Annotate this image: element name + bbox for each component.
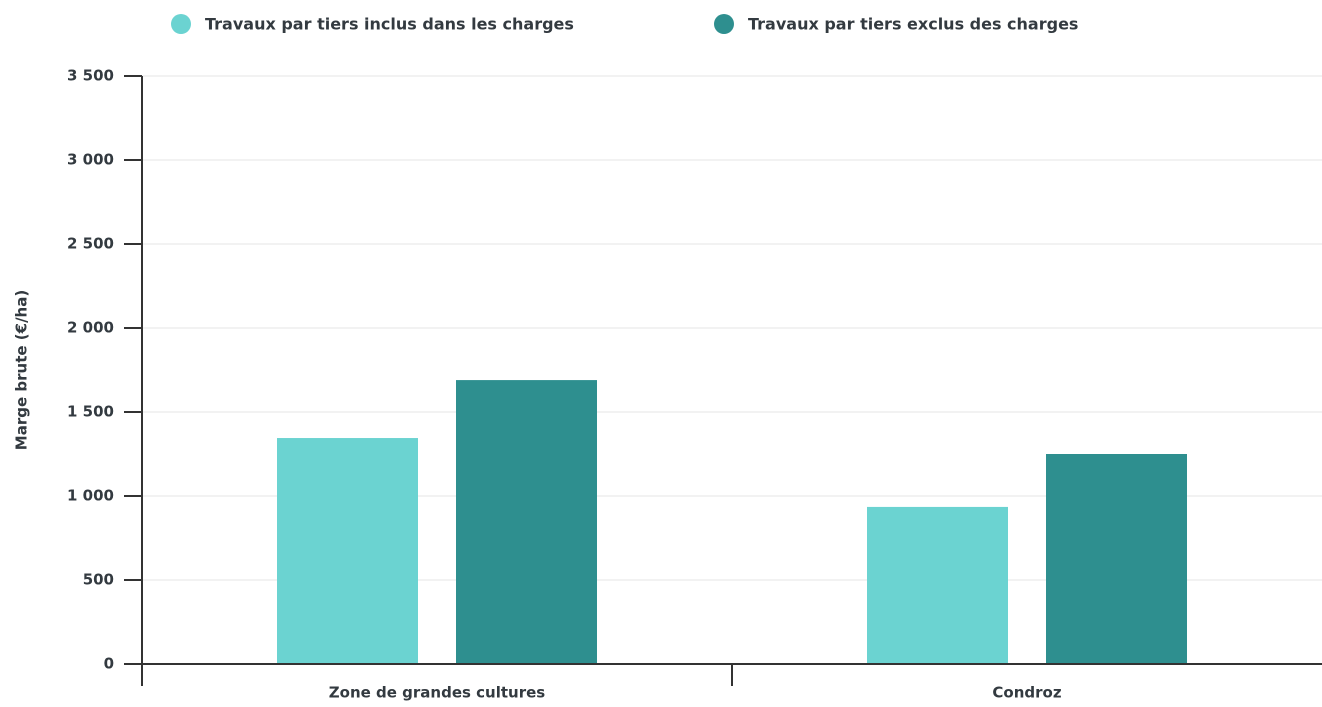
y-tick-label: 0: [104, 655, 114, 673]
y-tick-label: 2 000: [67, 319, 114, 337]
y-tick-label: 1 500: [67, 403, 114, 421]
legend-label: Travaux par tiers exclus des charges: [748, 15, 1078, 34]
y-tick-label: 3 500: [67, 67, 114, 85]
x-tick-label: Condroz: [992, 684, 1061, 702]
y-tick-label: 1 000: [67, 487, 114, 505]
y-tick-label: 3 000: [67, 151, 114, 169]
bar: [456, 380, 597, 664]
legend-label: Travaux par tiers inclus dans les charge…: [205, 15, 574, 34]
y-tick-label: 500: [83, 571, 114, 589]
y-tick-label: 2 500: [67, 235, 114, 253]
bar: [1046, 454, 1187, 664]
legend-marker: [171, 14, 191, 34]
x-tick-label: Zone de grandes cultures: [329, 684, 546, 702]
bar: [867, 506, 1008, 664]
y-axis-title: Marge brute (€/ha): [13, 290, 31, 450]
legend-marker: [714, 14, 734, 34]
bar: [277, 438, 418, 664]
